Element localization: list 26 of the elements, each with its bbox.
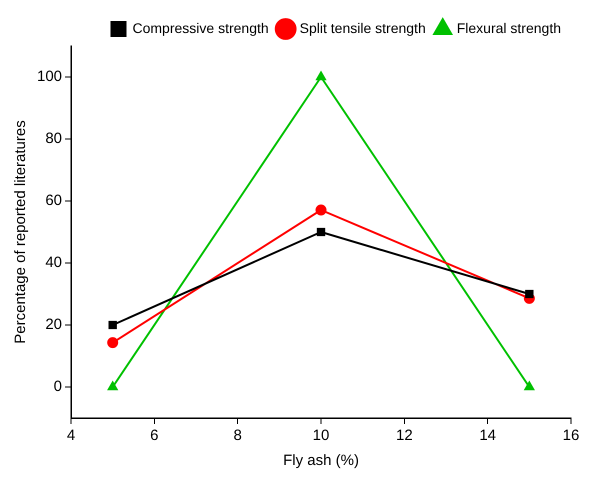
point xyxy=(525,290,534,298)
x-tick-label: 12 xyxy=(396,427,413,444)
x-tick-label: 14 xyxy=(479,427,496,444)
y-tick-label: 20 xyxy=(45,316,62,334)
x-tick-label: 16 xyxy=(562,427,580,444)
x-axis-title: Fly ash (%) xyxy=(283,452,359,470)
y-tick-label: 40 xyxy=(45,254,62,272)
y-tick-label: 80 xyxy=(45,130,62,148)
x-tick-label: 6 xyxy=(150,427,159,444)
legend-label: Split tensile strength xyxy=(300,20,426,36)
point xyxy=(524,382,534,390)
x-tick-label: 4 xyxy=(66,427,76,444)
point xyxy=(107,337,118,348)
point xyxy=(108,320,117,330)
legend-label: Compressive strength xyxy=(132,20,269,36)
y-axis-title: Percentage of reported literatures xyxy=(12,120,30,344)
legend-label: Flexural strength xyxy=(456,20,562,36)
y-tick-label: 60 xyxy=(45,192,62,210)
point xyxy=(108,382,118,390)
point xyxy=(316,204,327,216)
y-tick-label: 100 xyxy=(36,68,62,86)
x-tick-label: 8 xyxy=(234,427,242,444)
x-tick-label: 10 xyxy=(312,427,330,444)
point xyxy=(316,72,326,80)
point xyxy=(316,228,326,236)
y-tick-label: 0 xyxy=(54,378,62,396)
